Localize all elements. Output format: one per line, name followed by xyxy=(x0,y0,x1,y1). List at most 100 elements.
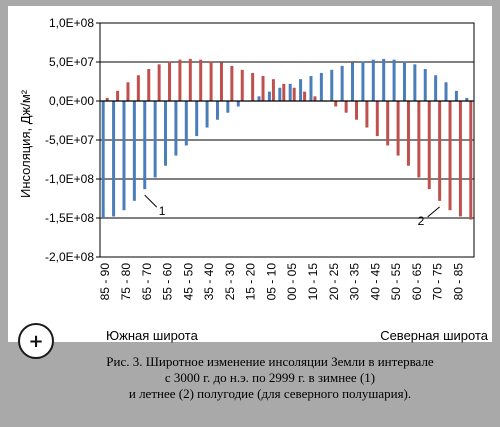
bar-series-1 xyxy=(132,101,136,201)
caption-line-3: и летнее (2) полугодие (для северного по… xyxy=(128,386,412,401)
bar-series-1 xyxy=(351,62,355,101)
x-tick-label: 00 - 05 xyxy=(285,263,299,301)
bar-series-1 xyxy=(195,101,199,137)
bar-series-1 xyxy=(164,101,168,166)
bar-series-1 xyxy=(413,64,417,101)
bar-series-2 xyxy=(334,101,338,107)
bar-series-1 xyxy=(112,101,116,217)
bar-series-1 xyxy=(423,69,427,101)
bar-series-2 xyxy=(147,69,151,101)
bar-series-2 xyxy=(386,101,390,146)
bar-series-1 xyxy=(465,97,469,101)
annotation-leader-2 xyxy=(427,206,440,218)
x-tick-label: 55 - 60 xyxy=(161,263,175,301)
x-tick-label: 10 - 15 xyxy=(306,263,320,301)
y-tick-label: 1,0E+08 xyxy=(49,16,94,30)
figure-caption: Рис. 3. Широтное изменение инсоляции Зем… xyxy=(60,354,480,402)
x-tick-label: 20 - 25 xyxy=(327,263,341,301)
x-tick-label: 80 - 85 xyxy=(451,263,465,301)
bar-series-2 xyxy=(230,65,234,101)
bar-series-1 xyxy=(330,69,334,101)
bar-series-2 xyxy=(406,101,410,166)
x-tick-label: 65 - 70 xyxy=(140,263,154,301)
y-tick-label: 5,0E+07 xyxy=(49,55,94,69)
bar-series-1 xyxy=(236,101,240,107)
x-tick-label: 40 - 45 xyxy=(368,263,382,301)
bar-series-2 xyxy=(126,82,130,101)
chart-panel: 1,0E+08 5,0E+07 0,0E+00 -5,0E+07 -1,0E+08 -1,… xyxy=(8,6,492,343)
bar-series-1 xyxy=(257,96,261,101)
bar-series-1 xyxy=(174,101,178,156)
x-tick-label: 25 - 30 xyxy=(223,263,237,301)
south-latitude-label: Южная широта xyxy=(106,328,198,343)
bar-series-2 xyxy=(261,76,265,101)
bar-series-1 xyxy=(153,101,157,178)
bar-series-1 xyxy=(319,72,323,101)
bar-series-1 xyxy=(143,101,147,190)
bar-series-2 xyxy=(209,61,213,101)
y-tick-label: -2,0E+08 xyxy=(45,250,94,264)
bar-series-2 xyxy=(168,61,172,101)
north-latitude-label: Северная широта xyxy=(380,328,488,343)
caption-line-1: Рис. 3. Широтное изменение инсоляции Зем… xyxy=(106,354,434,369)
bar-series-1 xyxy=(205,101,209,128)
zoom-in-button[interactable]: + xyxy=(18,323,54,359)
bar-series-2 xyxy=(303,91,307,101)
bar-series-1 xyxy=(454,90,458,101)
bar-series-1 xyxy=(444,82,448,101)
bar-series-2 xyxy=(344,101,348,113)
bar-series-2 xyxy=(116,90,120,101)
bar-series-2 xyxy=(178,59,182,101)
annotation-leader-1 xyxy=(144,194,158,208)
bar-series-2 xyxy=(188,58,192,101)
x-tick-label: 70 - 75 xyxy=(431,263,445,301)
bar-series-1 xyxy=(288,83,292,101)
bar-series-1 xyxy=(434,75,438,101)
bar-series-2 xyxy=(355,101,359,120)
bar-series-2 xyxy=(271,79,275,101)
x-tick-label: 85 - 90 xyxy=(98,263,112,301)
bar-series-1 xyxy=(382,58,386,101)
annotation-1: 1 xyxy=(159,204,166,218)
bar-series-2 xyxy=(313,96,317,101)
bar-series-2 xyxy=(365,101,369,128)
bar-series-1 xyxy=(340,65,344,101)
x-tick-label: 15 - 20 xyxy=(244,263,258,301)
x-tick-label: 05 - 10 xyxy=(264,263,278,301)
bar-series-2 xyxy=(438,101,442,201)
bar-series-1 xyxy=(371,59,375,101)
y-tick-label: -1,0E+08 xyxy=(45,172,94,186)
y-tick-label: 0,0E+00 xyxy=(49,94,94,108)
x-tick-label: 50 - 55 xyxy=(389,263,403,301)
bar-series-2 xyxy=(157,64,161,101)
x-tick-label: 75 - 80 xyxy=(119,263,133,301)
bar-series-1 xyxy=(299,79,303,101)
bar-series-2 xyxy=(427,101,431,190)
bar-series-2 xyxy=(458,101,462,217)
y-axis-label: Инсоляция, Дж/м² xyxy=(18,89,33,198)
bar-series-2 xyxy=(219,62,223,101)
annotation-2: 2 xyxy=(418,214,425,228)
bar-series-2 xyxy=(469,101,473,220)
x-tick-label: 35 - 40 xyxy=(202,263,216,301)
y-tick-label: -1,5E+08 xyxy=(45,211,94,225)
bar-series-1 xyxy=(184,101,188,146)
plus-icon: + xyxy=(28,330,44,352)
x-tick-label: 60 - 65 xyxy=(410,263,424,301)
bar-series-1 xyxy=(309,76,313,101)
bar-series-1 xyxy=(361,61,365,101)
y-tick-label: -5,0E+07 xyxy=(45,133,94,147)
bar-series-2 xyxy=(136,75,140,101)
bar-series-2 xyxy=(251,72,255,101)
x-tick-label: 30 - 35 xyxy=(348,263,362,301)
bar-series-1 xyxy=(267,91,271,101)
bar-series-1 xyxy=(226,101,230,113)
bar-series-2 xyxy=(292,87,296,101)
bar-series-1 xyxy=(101,101,105,218)
bar-series-1 xyxy=(215,101,219,120)
bar-series-2 xyxy=(448,101,452,211)
bar-series-1 xyxy=(402,61,406,101)
bar-series-2 xyxy=(417,101,421,178)
insolation-chart: 1,0E+08 5,0E+07 0,0E+00 -5,0E+07 -1,0E+08 -1,… xyxy=(45,16,475,301)
